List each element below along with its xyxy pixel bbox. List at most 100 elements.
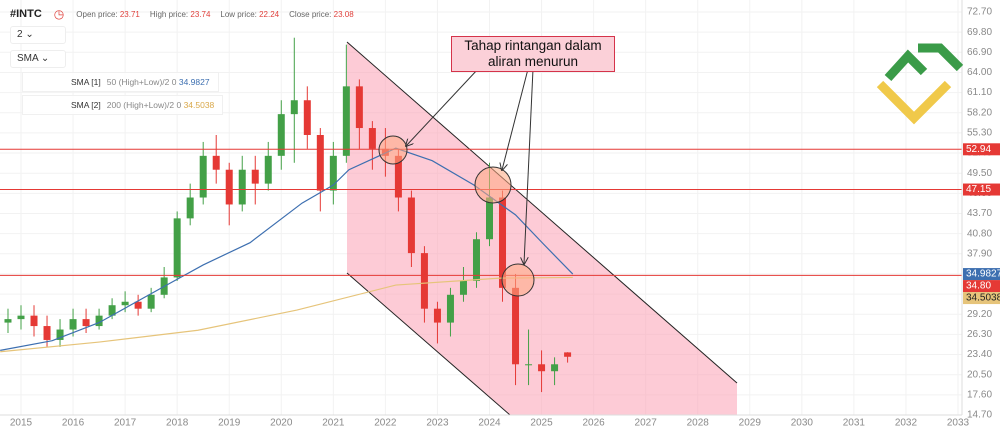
x-tick-label: 2026	[582, 418, 605, 429]
highlight-circle	[501, 263, 535, 297]
y-tick-label: 43.70	[967, 208, 992, 219]
sma-line	[0, 147, 574, 351]
x-tick-label: 2033	[947, 418, 970, 429]
candle-body	[264, 155, 272, 184]
ohlc-value: 23.74	[190, 9, 211, 19]
candle-body	[43, 326, 51, 340]
x-tick-label: 2019	[218, 418, 241, 429]
x-tick-label: 2029	[739, 418, 762, 429]
channel-area	[347, 42, 737, 415]
x-tick-label: 2016	[62, 418, 85, 429]
indicator-row[interactable]: SMA [2] 200 (High+Low)/2 0 34.5038	[22, 95, 224, 115]
candle-body	[420, 253, 428, 309]
x-tick-label: 2015	[10, 418, 33, 429]
y-tick-label: 26.30	[967, 329, 992, 340]
candle-body	[407, 197, 415, 254]
candle-body	[446, 294, 454, 323]
indicator-params: 50 (High+Low)/2 0	[106, 77, 177, 87]
candle-body	[316, 134, 324, 191]
indicator-value: 34.9827	[178, 77, 210, 87]
interval-dropdown[interactable]: 2 ⌄	[10, 26, 66, 44]
price-tag	[963, 292, 1000, 305]
y-tick-label: 69.80	[967, 27, 992, 38]
indicator-value: 34.5038	[183, 100, 215, 110]
candle-body	[486, 197, 493, 240]
channel-upper	[346, 41, 738, 384]
candle-body	[238, 169, 246, 205]
candle-body	[564, 352, 572, 357]
sma-line	[0, 276, 573, 353]
candle-body	[459, 280, 467, 295]
ohlc-value: 22.24	[259, 9, 280, 19]
indicator: SMA	[17, 53, 39, 64]
x-tick-label: 2023	[426, 418, 449, 429]
x-tick-label: 2028	[687, 418, 710, 429]
candle-body	[95, 315, 103, 327]
y-tick-label: 40.80	[967, 228, 992, 239]
y-tick-label: 66.90	[967, 47, 992, 58]
y-tick-label: 23.40	[967, 349, 992, 360]
arrow	[406, 68, 479, 146]
highlight-circle	[474, 166, 512, 204]
ohlc-label: Open price:	[76, 9, 118, 19]
candle-body	[538, 364, 546, 372]
candle-body	[225, 169, 233, 205]
indicator-row[interactable]: SMA [1] 50 (High+Low)/2 0 34.9827	[22, 72, 219, 92]
candle-body	[56, 329, 64, 340]
candle-body	[121, 301, 129, 306]
symbol: #INTC	[10, 8, 42, 20]
ohlc-value: 23.71	[119, 9, 140, 19]
price-tag-label: 52.94	[966, 144, 991, 155]
ohlc: Open price: 23.71 High price: 23.74 Low pr…	[76, 10, 363, 19]
x-tick-label: 2020	[270, 418, 293, 429]
y-tick-label: 14.70	[967, 410, 992, 421]
candle-body	[251, 169, 259, 184]
indicator-name: SMA [1]	[71, 77, 101, 87]
y-tick-label: 72.70	[967, 7, 992, 18]
candle-body	[30, 315, 38, 327]
candle-body	[82, 319, 90, 327]
x-tick-label: 2032	[895, 418, 918, 429]
candle-body	[277, 114, 285, 156]
candle-body	[433, 308, 441, 323]
candle-body	[355, 86, 363, 129]
x-tick-label: 2031	[843, 418, 866, 429]
x-tick-label: 2025	[530, 418, 553, 429]
y-tick-label: 37.90	[967, 248, 992, 259]
x-tick-label: 2027	[635, 418, 658, 429]
ohlc-label: High price:	[149, 9, 189, 19]
candle-body	[173, 218, 181, 278]
channel-lower	[346, 272, 511, 416]
y-tick-label: 29.20	[967, 309, 992, 320]
logo	[876, 43, 964, 125]
y-tick-label: 20.50	[967, 369, 992, 380]
candle-body	[69, 319, 77, 330]
candle-body	[472, 239, 480, 281]
price-tag-label: 34.5038	[966, 293, 1000, 304]
interval: 2	[17, 29, 23, 40]
candle-body	[147, 294, 155, 309]
candle-body	[525, 364, 533, 366]
candle-body	[394, 155, 402, 198]
indicator-dropdown[interactable]: SMA ⌄	[10, 50, 66, 68]
candle-body	[551, 364, 559, 372]
candle-body	[134, 301, 142, 309]
arrow	[502, 68, 529, 170]
header: #INTC ◷ Open price: 23.71 High price: 23.…	[10, 7, 364, 21]
candle-body	[4, 319, 12, 323]
candle-body	[186, 197, 194, 219]
candle-body	[512, 287, 520, 365]
price-tag-label: 34.9827	[966, 269, 1000, 280]
clock-icon[interactable]: ◷	[53, 7, 65, 21]
indicator-name: SMA [2]	[71, 100, 101, 110]
y-tick-label: 17.60	[967, 389, 992, 400]
indicator-params: 200 (High+Low)/2 0	[106, 100, 182, 110]
price-tag	[963, 143, 1000, 156]
price-tag	[963, 183, 1000, 196]
x-tick-label: 2024	[478, 418, 501, 429]
candle-body	[17, 315, 25, 320]
candle-body	[329, 155, 337, 191]
ohlc-value: 23.08	[333, 9, 354, 19]
price-tag	[963, 280, 1000, 293]
candle-body	[212, 155, 220, 170]
